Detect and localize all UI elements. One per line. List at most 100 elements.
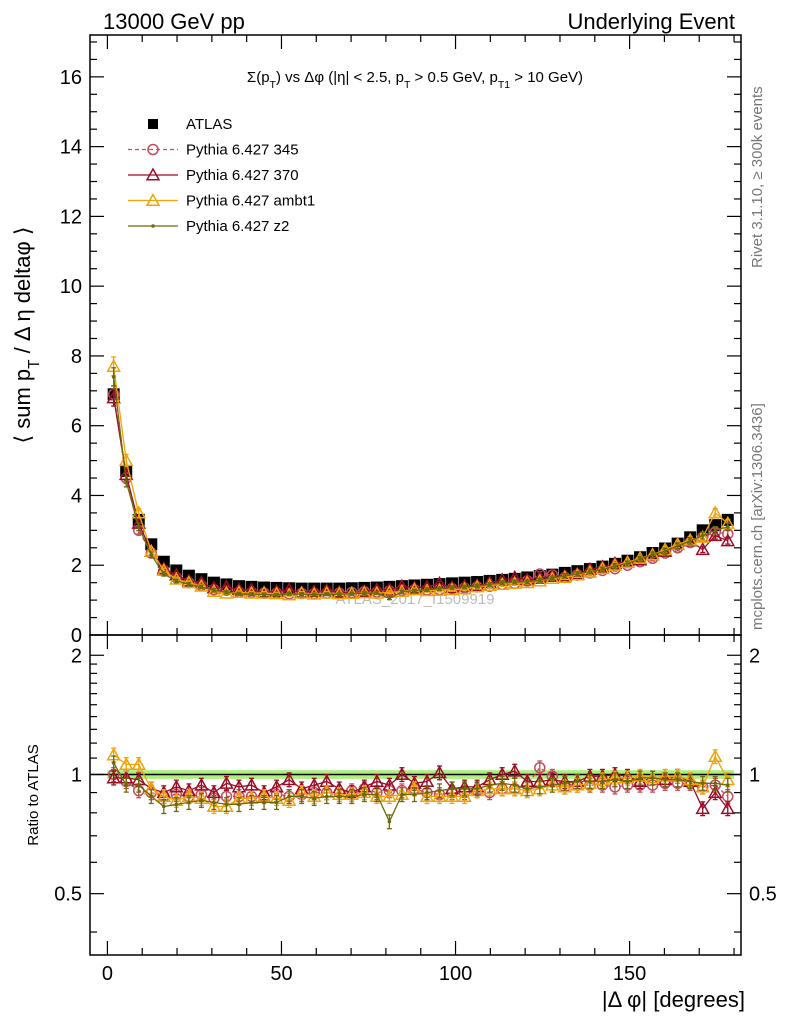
point-pythia-6-427-ambt1 [357, 585, 372, 599]
main-ytick-label: 0 [71, 625, 82, 647]
point-pythia-6-427-370 [695, 541, 710, 556]
point-pythia-6-427-z2 [437, 788, 442, 793]
legend-marker-pythia-6-427-ambt1 [145, 192, 161, 207]
point-pythia-6-427-ambt1 [419, 788, 435, 802]
point-pythia-6-427-ambt1 [494, 781, 510, 795]
point-pythia-6-427-z2 [613, 564, 617, 568]
point-pythia-6-427-z2 [475, 584, 479, 588]
point-pythia-6-427-ambt1 [695, 779, 710, 793]
point-pythia-6-427-z2 [299, 794, 304, 799]
point-pythia-6-427-ambt1 [231, 584, 247, 598]
point-pythia-6-427-z2 [274, 800, 279, 805]
point-pythia-6-427-ambt1 [432, 788, 447, 802]
point-pythia-6-427-z2 [725, 525, 730, 529]
point-pythia-6-427-370 [695, 801, 710, 815]
point-pythia-6-427-ambt1 [382, 788, 397, 802]
point-pythia-6-427-z2 [600, 779, 605, 784]
point-pythia-6-427-ambt1 [482, 781, 497, 795]
ratio-ytick-label: 2 [71, 645, 82, 667]
point-pythia-6-427-z2 [700, 533, 705, 538]
point-pythia-6-427-ambt1 [319, 585, 335, 599]
point-pythia-6-427-ambt1 [457, 581, 472, 595]
point-pythia-6-427-ambt1 [557, 779, 573, 793]
point-pythia-6-427-ambt1 [457, 788, 472, 802]
ratio-ylabel: Ratio to ATLAS [25, 744, 42, 845]
point-pythia-6-427-z2 [349, 592, 354, 596]
series-pythia-6-427-345 [107, 385, 734, 600]
point-pythia-6-427-z2 [537, 785, 542, 789]
point-pythia-6-427-370 [194, 777, 209, 791]
legend-label-pythia-6-427-z2: Pythia 6.427 z2 [186, 218, 289, 235]
point-pythia-6-427-ambt1 [256, 585, 272, 599]
point-pythia-6-427-370 [369, 773, 385, 788]
point-pythia-6-427-z2 [312, 796, 316, 801]
point-pythia-6-427-z2 [362, 591, 367, 595]
point-pythia-6-427-z2 [600, 567, 605, 572]
point-pythia-6-427-z2 [337, 592, 342, 596]
point-pythia-6-427-z2 [375, 792, 379, 797]
point-pythia-6-427-z2 [136, 525, 141, 529]
ratio-ytick-label-right: 1 [749, 764, 760, 786]
point-pythia-6-427-z2 [638, 776, 642, 780]
point-pythia-6-427-z2 [425, 790, 429, 795]
main-title: Σ(pT) vs Δφ (|η| < 2.5, pT > 0.5 GeV, pT… [247, 69, 583, 91]
point-pythia-6-427-z2 [437, 586, 442, 591]
main-ytick-label: 12 [60, 206, 82, 228]
main-ytick-label: 10 [60, 276, 82, 298]
main-ytick-label: 8 [71, 346, 82, 368]
point-pythia-6-427-370 [394, 766, 410, 781]
main-ytick-label: 14 [60, 137, 82, 159]
point-pythia-6-427-ambt1 [294, 585, 309, 599]
point-pythia-6-427-z2 [563, 573, 567, 578]
point-pythia-6-427-z2 [375, 590, 379, 595]
point-pythia-6-427-z2 [237, 802, 241, 807]
series-pythia-6-427-z2-ratio [111, 755, 731, 830]
point-pythia-6-427-370 [219, 775, 234, 789]
xtick-label: 0 [102, 963, 113, 985]
point-pythia-6-427-z2 [650, 552, 655, 557]
xtick-label: 150 [613, 963, 646, 985]
point-pythia-6-427-z2 [362, 792, 367, 797]
point-pythia-6-427-370 [106, 770, 121, 784]
point-pythia-6-427-z2 [337, 794, 342, 799]
main-ytick-label: 16 [60, 67, 82, 89]
point-pythia-6-427-370 [507, 763, 522, 777]
point-pythia-6-427-370 [331, 584, 347, 598]
point-pythia-6-427-ambt1 [444, 582, 460, 596]
point-pythia-6-427-ambt1 [407, 582, 422, 596]
point-pythia-6-427-z2 [174, 802, 179, 807]
point-pythia-6-427-ambt1 [432, 582, 447, 596]
point-pythia-6-427-ambt1 [707, 748, 723, 763]
point-pythia-6-427-ambt1 [331, 586, 347, 600]
xtick-label: 50 [270, 963, 292, 985]
point-pythia-6-427-z2 [487, 582, 492, 587]
legend: ATLAS Pythia 6.427 345 Pythia 6.427 370 Pyt… [128, 116, 315, 235]
point-pythia-6-427-z2 [149, 794, 154, 799]
point-pythia-6-427-z2 [111, 761, 116, 765]
point-pythia-6-427-z2 [700, 781, 705, 786]
legend-entry-atlas: ATLAS [148, 116, 232, 133]
point-pythia-6-427-z2 [387, 596, 392, 601]
series-pythia-6-427-z2 [111, 367, 731, 601]
point-pythia-6-427-345 [534, 761, 546, 774]
point-pythia-6-427-ambt1 [244, 585, 259, 599]
point-pythia-6-427-z2 [663, 777, 667, 782]
legend-entry-pythia-6-427-ambt1: Pythia 6.427 ambt1 [128, 193, 315, 210]
point-pythia-6-427-z2 [237, 592, 241, 596]
point-pythia-6-427-z2 [249, 800, 254, 805]
main-plot: 0 2 4 6 8 10 12 14 16 [60, 34, 742, 647]
point-pythia-6-427-ambt1 [344, 585, 360, 600]
mcplots-label: mcplots.cern.ch [arXiv:1306.3436] [749, 403, 766, 630]
header-right-text: Underlying Event [567, 9, 735, 34]
rivet-version-label: Rivet 3.1.10, ≥ 300k events [749, 86, 766, 268]
point-pythia-6-427-z2 [625, 779, 630, 784]
point-pythia-6-427-370 [169, 779, 184, 793]
point-pythia-6-427-z2 [613, 777, 617, 782]
point-pythia-6-427-z2 [199, 585, 204, 589]
point-pythia-6-427-z2 [162, 572, 166, 576]
point-pythia-6-427-z2 [487, 783, 492, 787]
ratio-ytick-label: 1 [71, 764, 82, 786]
point-pythia-6-427-z2 [462, 585, 467, 589]
